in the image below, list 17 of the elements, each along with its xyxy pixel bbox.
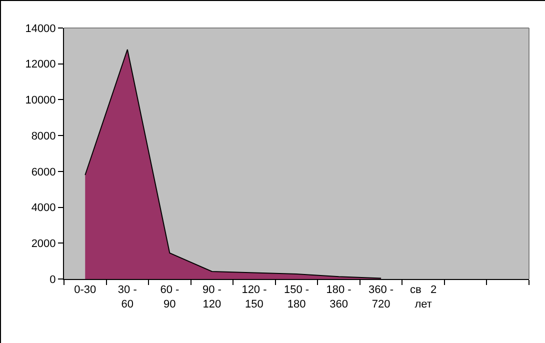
x-tick-label: 180 - 360 [326, 284, 352, 310]
y-tick-label: 2000 [31, 238, 56, 250]
x-tick-label: 60 - 90 [160, 284, 180, 310]
x-tick-label: 90 - 120 [202, 284, 222, 310]
y-tick-label: 0 [50, 274, 56, 286]
x-tick-label: 360 - 720 [368, 284, 394, 310]
x-tick-label: св 2 лет [410, 284, 437, 310]
x-tick-label: 120 - 150 [242, 284, 268, 310]
y-tick-label: 12000 [25, 58, 56, 71]
y-tick-label: 4000 [31, 202, 56, 214]
y-tick-label: 14000 [25, 22, 56, 35]
y-tick-label: 10000 [25, 94, 56, 107]
x-tick-label: 30 - 60 [118, 284, 138, 310]
y-tick-label: 6000 [31, 166, 56, 178]
x-tick-label: 0-30 [74, 284, 96, 296]
x-tick-label: 150 - 180 [284, 284, 310, 310]
y-tick-label: 8000 [31, 130, 56, 142]
